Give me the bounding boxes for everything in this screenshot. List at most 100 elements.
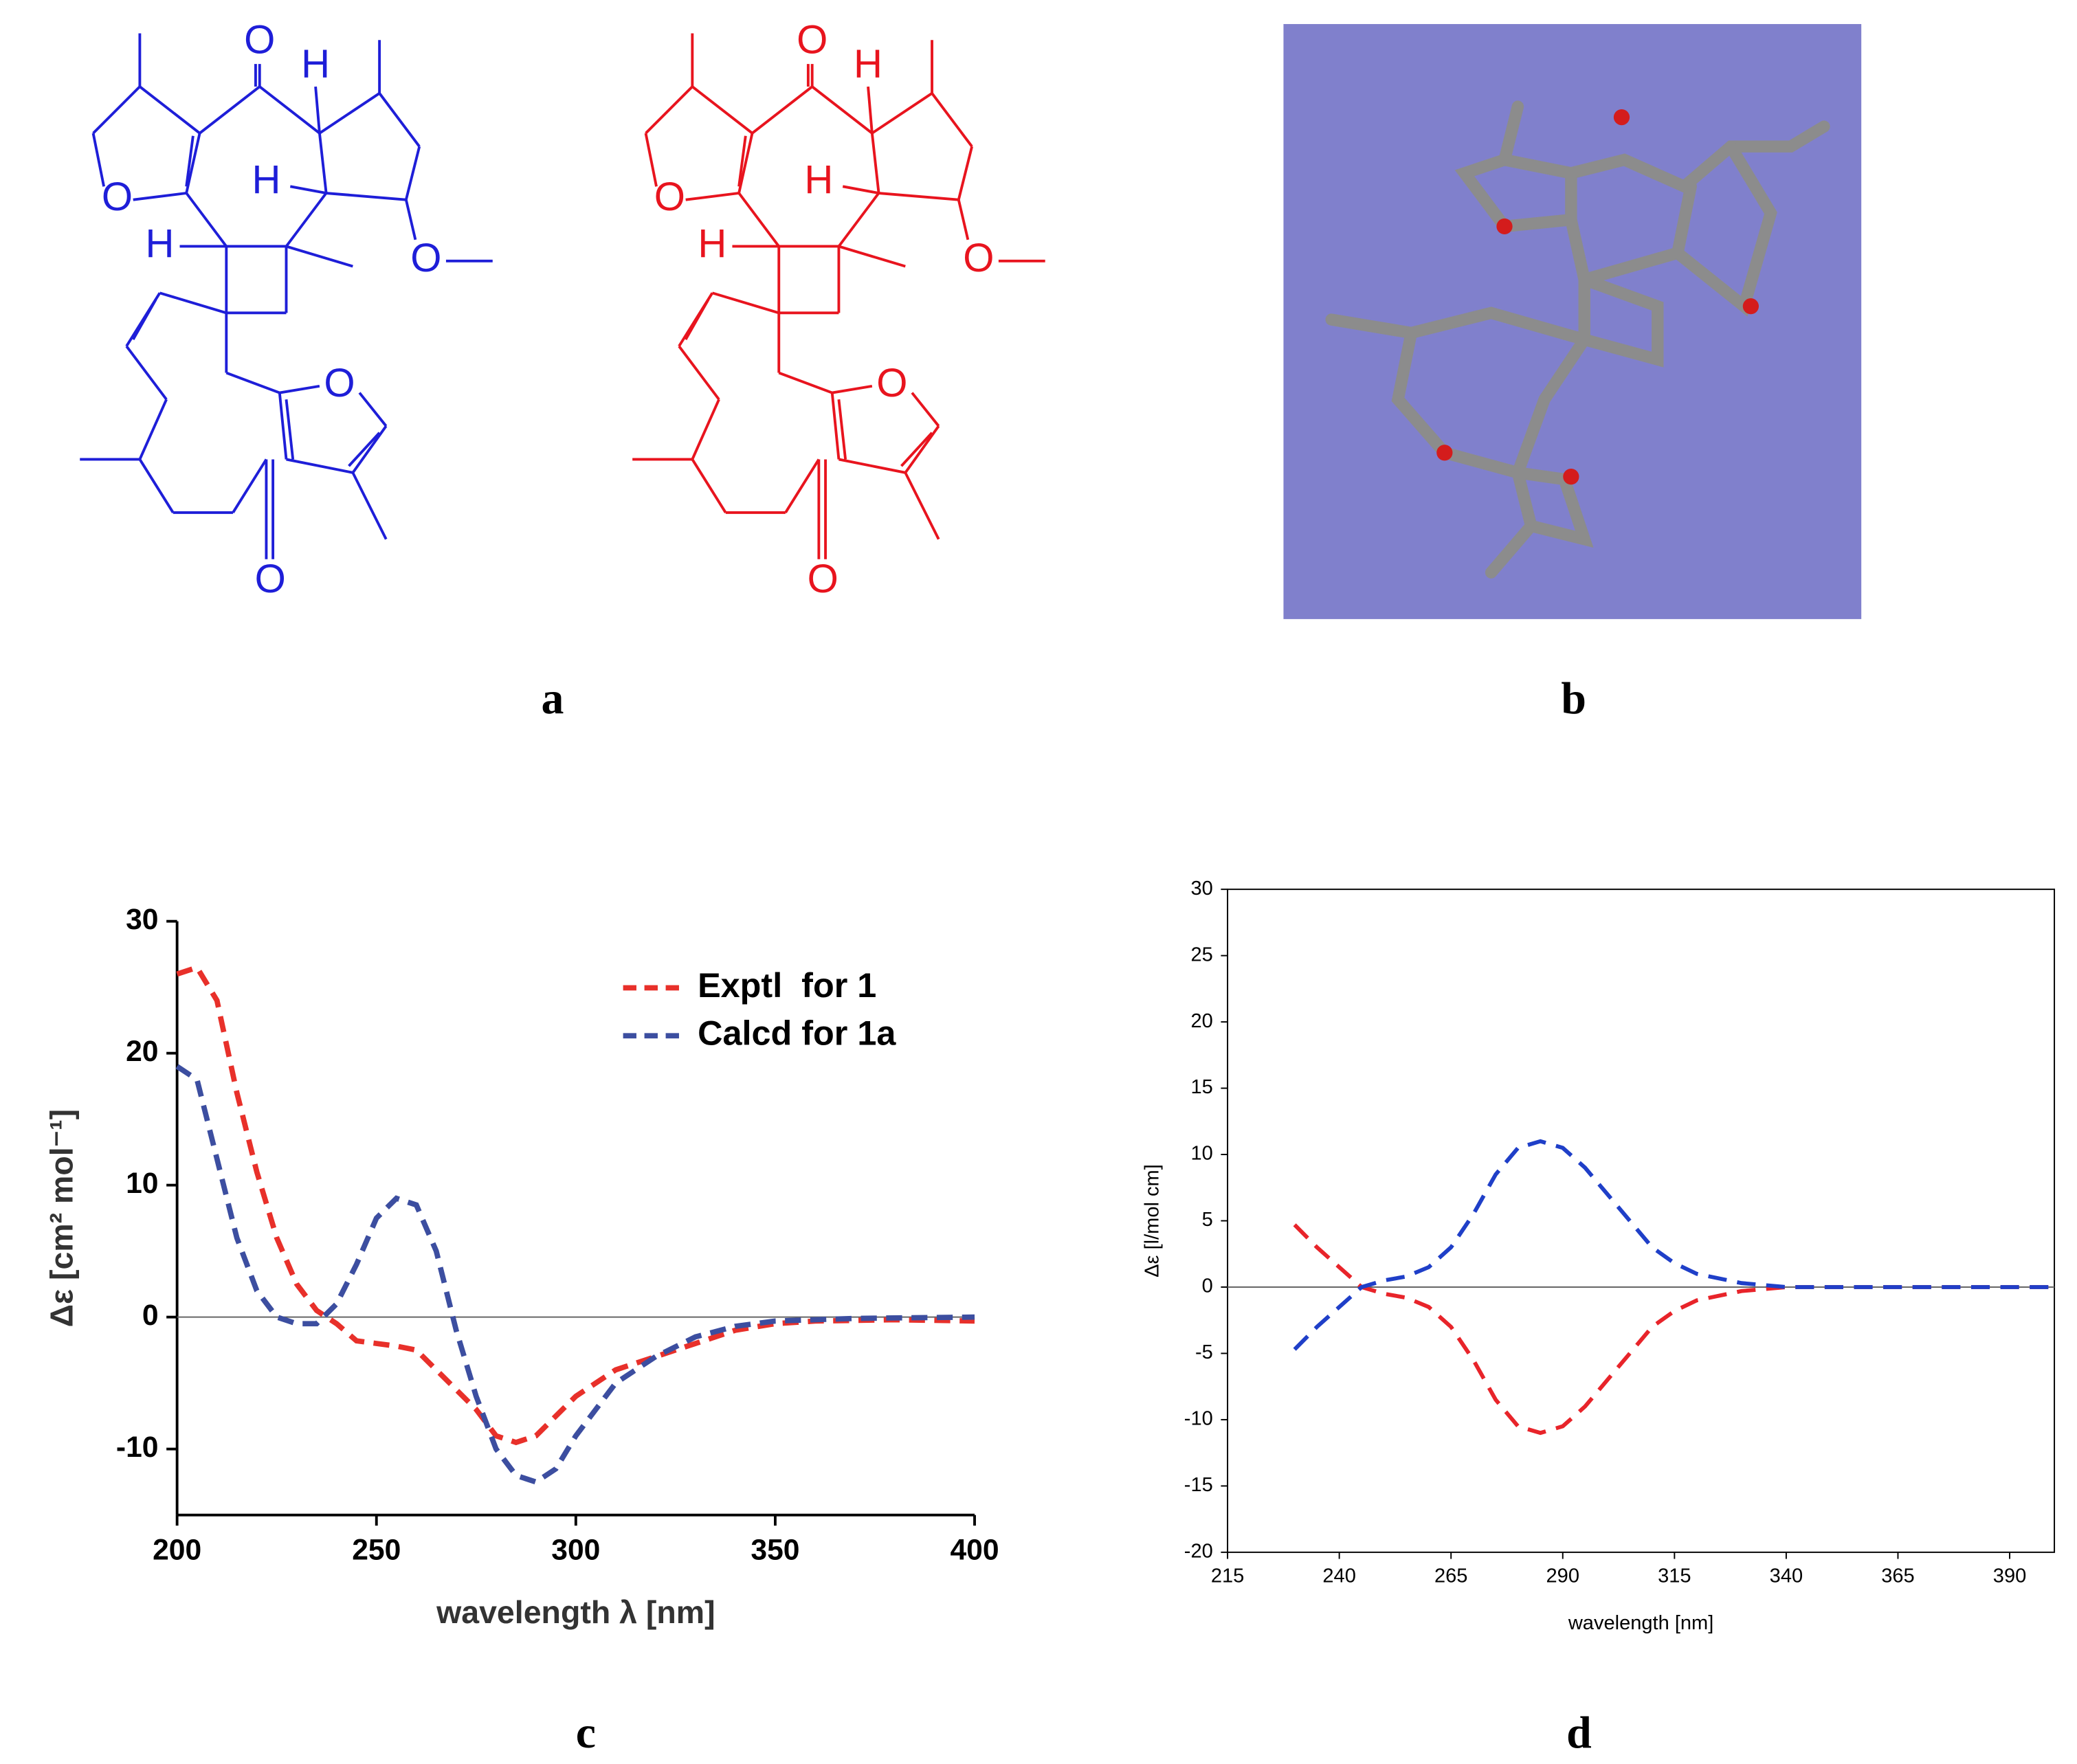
x-tick-label: 340 — [1770, 1565, 1803, 1587]
atom-label: O — [797, 17, 828, 62]
bond — [139, 85, 201, 135]
bond — [871, 92, 933, 135]
panel-label: c — [576, 1708, 596, 1758]
bond — [644, 133, 658, 187]
x-tick-label: 200 — [153, 1534, 201, 1567]
bond — [685, 192, 740, 201]
bond — [837, 192, 880, 247]
bond — [225, 371, 280, 394]
bond — [314, 86, 321, 134]
plot-frame — [1227, 889, 2056, 1553]
bond — [133, 192, 187, 201]
atom-label: H — [252, 157, 280, 202]
atom-label: H — [804, 157, 833, 202]
x-tick-label: 365 — [1881, 1565, 1914, 1587]
bond — [645, 85, 693, 135]
atom-label: O — [102, 175, 133, 219]
bond — [737, 192, 780, 247]
x-tick-label: 400 — [950, 1534, 999, 1567]
bond — [199, 85, 260, 135]
x-tick-label: 265 — [1434, 1565, 1467, 1587]
bond — [326, 192, 407, 201]
legend-label: Exptl for 1 — [698, 965, 876, 1005]
panel-label: b — [1561, 673, 1586, 724]
bond — [348, 432, 381, 467]
atom-label: O — [324, 361, 355, 405]
bond — [185, 192, 227, 247]
bond — [737, 135, 747, 187]
bond — [318, 92, 381, 135]
bond — [351, 425, 388, 473]
x-axis-label: wavelength [nm] — [1568, 1612, 1714, 1634]
model-oxygen — [1436, 109, 1759, 485]
y-tick-label: 30 — [1190, 878, 1212, 900]
atom-label: O — [255, 557, 286, 601]
y-tick-label: 0 — [142, 1299, 159, 1332]
bond — [125, 345, 168, 401]
bond — [904, 425, 940, 473]
y-tick-label: 25 — [1190, 944, 1212, 965]
bond — [232, 458, 268, 513]
y-tick-label: -5 — [1195, 1341, 1213, 1363]
bond — [404, 146, 421, 201]
bond — [358, 392, 388, 427]
panel-label: a — [541, 673, 564, 724]
bond — [138, 399, 168, 460]
bond — [830, 392, 841, 460]
y-tick-label: 10 — [126, 1167, 158, 1200]
x-tick-label: 215 — [1211, 1565, 1244, 1587]
bond — [778, 371, 833, 394]
bond — [285, 192, 328, 247]
y-tick-label: 10 — [1190, 1143, 1212, 1165]
y-tick-label: 5 — [1202, 1209, 1213, 1231]
x-tick-label: 315 — [1658, 1565, 1691, 1587]
bond — [811, 85, 874, 135]
bond — [92, 85, 141, 135]
bond — [838, 245, 906, 268]
bond — [318, 133, 328, 194]
bond — [838, 458, 906, 474]
y-tick-label: -20 — [1184, 1541, 1213, 1563]
bond — [878, 192, 959, 201]
bond — [904, 471, 940, 540]
bond — [900, 432, 933, 467]
atom-label: H — [854, 41, 882, 86]
bond — [185, 135, 195, 187]
bond — [258, 85, 321, 135]
bond — [691, 458, 727, 513]
atom-label: O — [654, 175, 685, 219]
bond — [737, 133, 754, 194]
bond — [691, 399, 720, 460]
bond — [159, 291, 227, 315]
data-line — [1293, 1223, 2055, 1436]
bond — [278, 392, 288, 460]
y-axis-label: Δε [l/mol cm] — [1141, 1164, 1163, 1277]
bond — [751, 85, 813, 135]
bond — [711, 291, 779, 315]
atom-label: O — [876, 361, 907, 405]
bond — [132, 299, 157, 341]
bond — [678, 345, 720, 401]
atom-label: O — [808, 557, 838, 601]
y-tick-label: -15 — [1184, 1474, 1213, 1496]
x-tick-label: 240 — [1322, 1565, 1355, 1587]
bond — [957, 146, 974, 201]
atom-label: O — [963, 236, 994, 280]
bond — [867, 86, 874, 134]
bond — [279, 384, 320, 394]
bond — [684, 299, 710, 341]
bond — [911, 392, 940, 427]
y-tick-label: 20 — [1190, 1010, 1212, 1032]
data-line — [176, 964, 975, 1446]
atom-label: O — [410, 236, 441, 280]
structure — [80, 33, 493, 559]
bond — [185, 133, 201, 194]
bond — [404, 199, 417, 241]
bond — [870, 133, 880, 194]
bond — [842, 185, 879, 194]
atom-label: O — [244, 17, 275, 62]
atom-label: H — [698, 221, 726, 266]
y-tick-label: 20 — [126, 1035, 158, 1068]
bond — [286, 458, 353, 474]
